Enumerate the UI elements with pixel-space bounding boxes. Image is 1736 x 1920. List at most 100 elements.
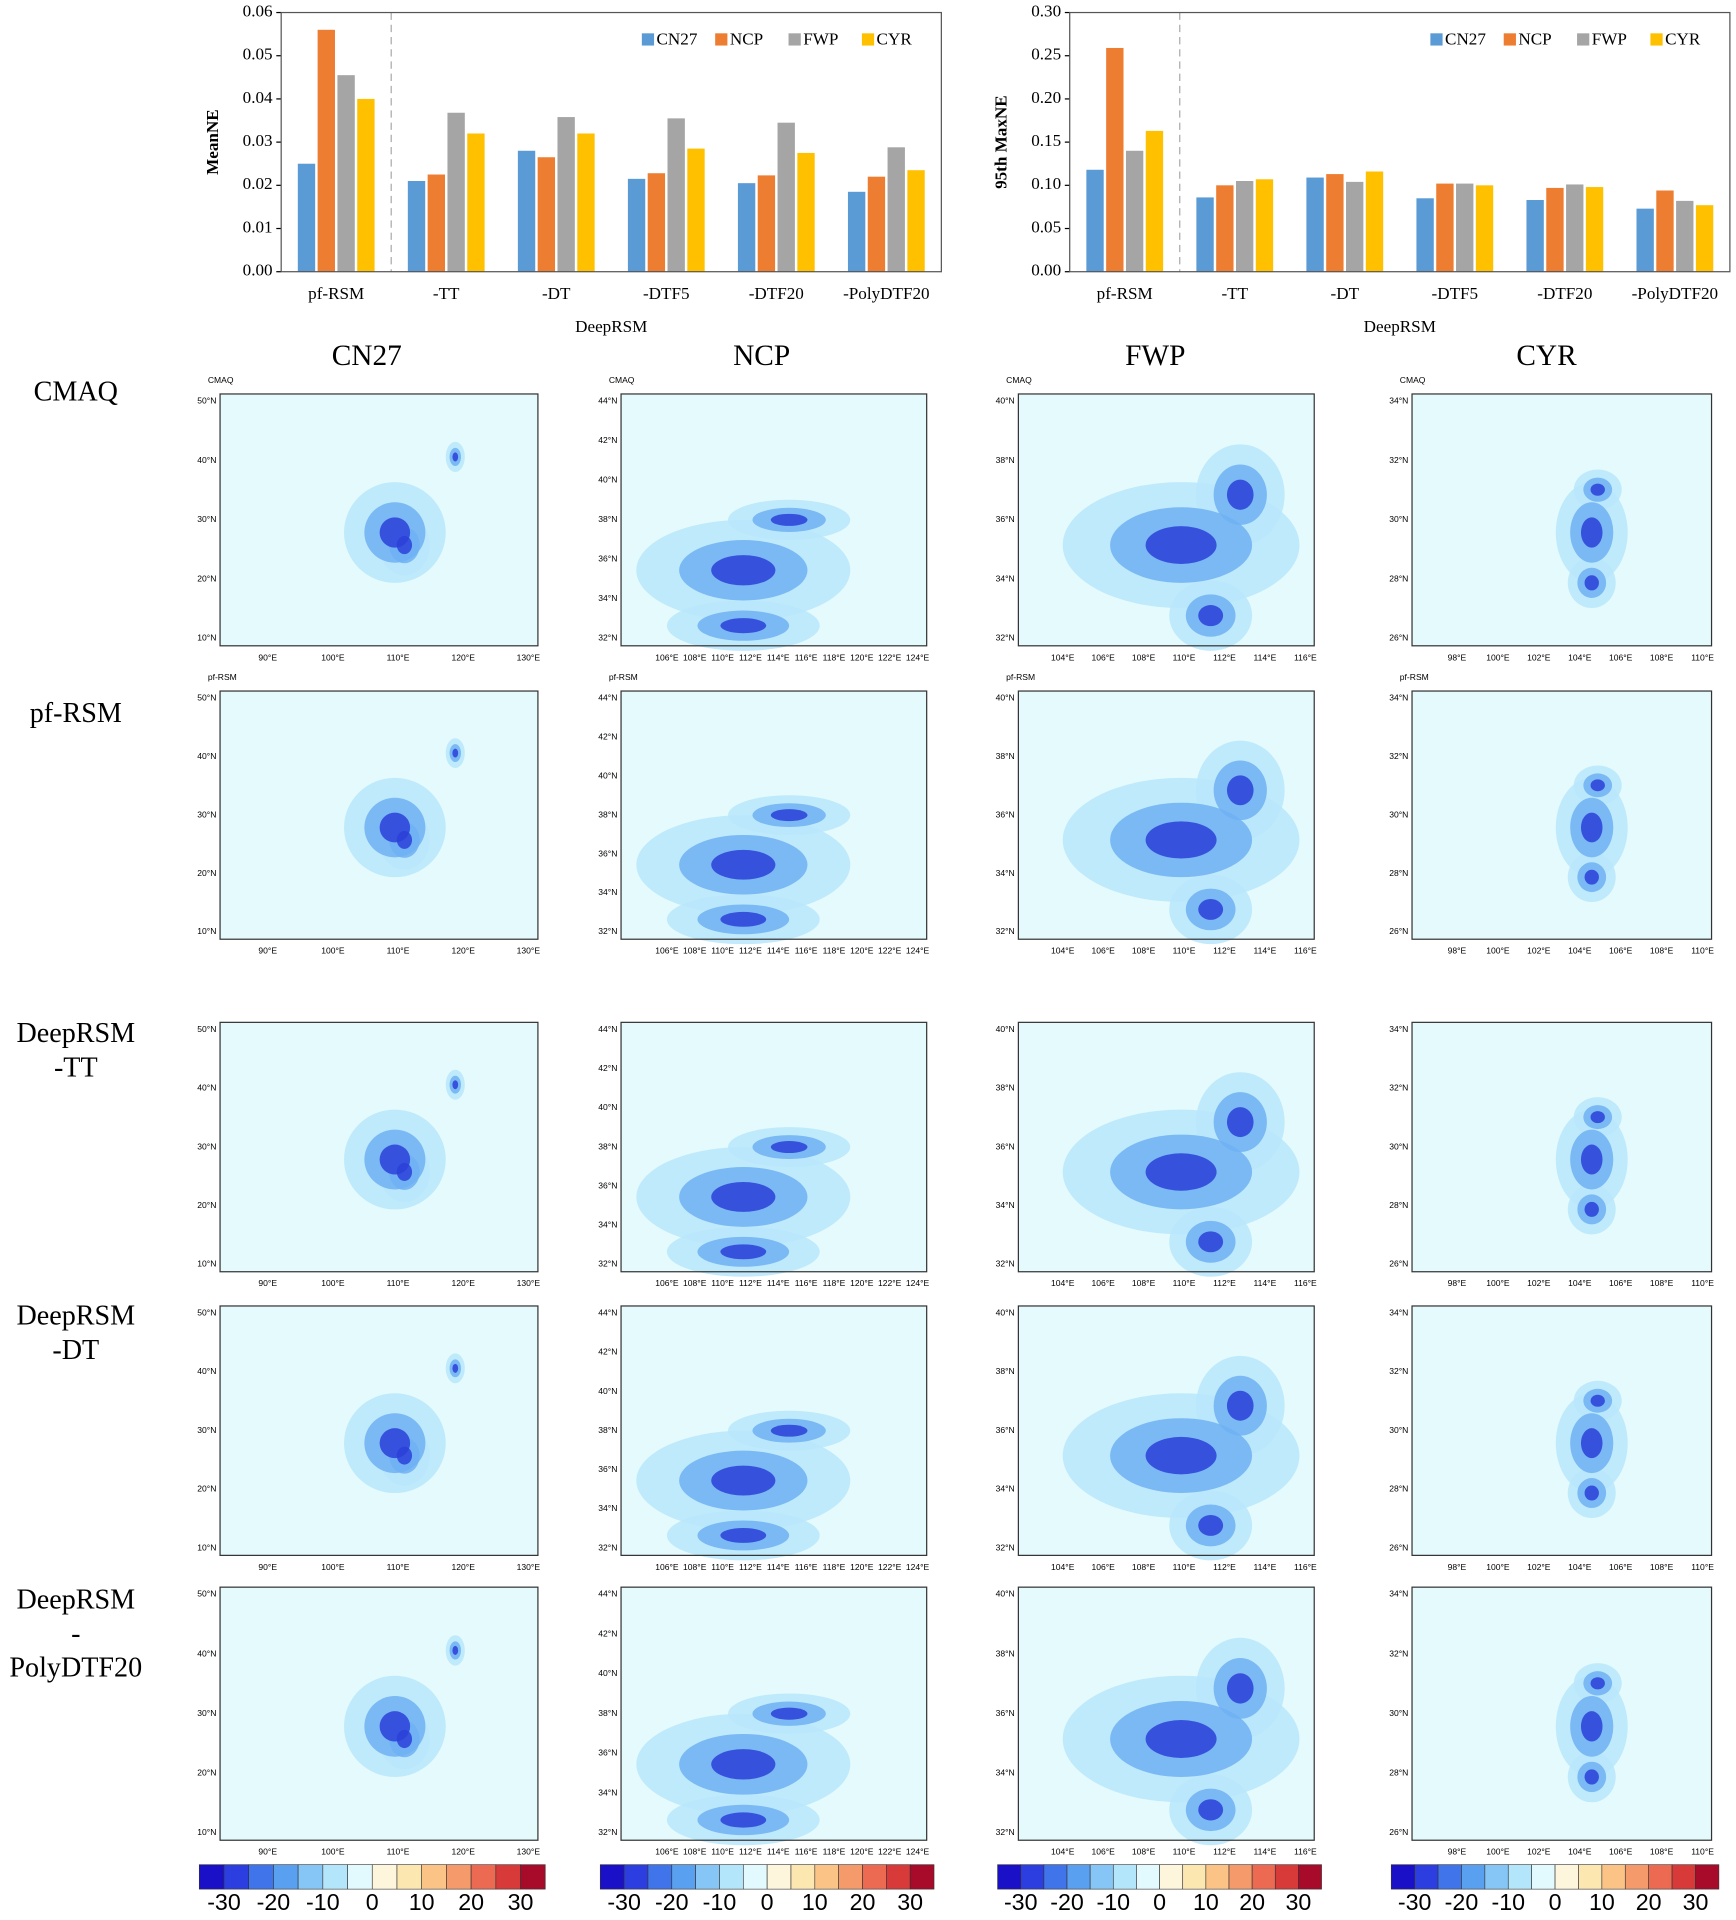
lon-label: 120°E xyxy=(850,1278,874,1288)
lat-label: 36°N xyxy=(996,809,1015,819)
lon-label: 102°E xyxy=(1527,1278,1551,1288)
colorbar-box xyxy=(248,1864,274,1890)
x-tick-label: -DTF5 xyxy=(643,284,690,303)
map-frame xyxy=(1411,690,1713,940)
colorbar-label: 30 xyxy=(508,1889,534,1915)
lat-label: 32°N xyxy=(1389,1648,1408,1658)
lat-label: 40°N xyxy=(598,1668,617,1678)
colorbar-label: -10 xyxy=(703,1889,737,1915)
lat-label: 30°N xyxy=(197,1425,216,1435)
lat-label: 50°N xyxy=(197,1589,216,1599)
lon-label: 108°E xyxy=(683,1562,707,1572)
lat-label: 40°N xyxy=(197,751,216,761)
lon-label: 112°E xyxy=(1213,652,1236,662)
colorbar-label: 0 xyxy=(1153,1889,1166,1915)
lat-label: 32°N xyxy=(1389,1366,1408,1376)
colorbar-label: 10 xyxy=(802,1889,828,1915)
lon-label: 104°E xyxy=(1568,1278,1592,1288)
map-shading xyxy=(1145,526,1217,564)
colorbar-box xyxy=(1043,1864,1068,1890)
bar xyxy=(647,173,666,272)
lon-label: 110°E xyxy=(1691,652,1714,662)
lat-label: 34°N xyxy=(598,1503,617,1513)
lat-label: 34°N xyxy=(1389,693,1408,703)
lat-label: 38°N xyxy=(598,1425,617,1435)
lon-label: 118°E xyxy=(823,1847,846,1857)
row-label: PolyDTF20 xyxy=(9,1653,142,1684)
y-tick-label: 0.05 xyxy=(243,45,273,64)
map-frame xyxy=(1017,393,1315,647)
lat-label: 40°N xyxy=(996,1589,1015,1599)
lat-label: 44°N xyxy=(598,693,617,703)
bar xyxy=(1676,200,1694,272)
lat-label: 40°N xyxy=(197,1648,216,1658)
legend-swatch xyxy=(1430,33,1443,46)
lon-label: 130°E xyxy=(517,1847,541,1857)
colorbar-box xyxy=(766,1864,792,1890)
lat-label: 36°N xyxy=(996,1141,1015,1151)
bar xyxy=(1526,200,1544,272)
x-axis-label: DeepRSM xyxy=(1364,317,1436,336)
lon-label: 102°E xyxy=(1527,1847,1551,1857)
lon-label: 100°E xyxy=(321,1278,345,1288)
lon-label: 116°E xyxy=(795,1562,818,1572)
lon-label: 100°E xyxy=(321,1847,345,1857)
lon-label: 106°E xyxy=(1609,652,1633,662)
lat-label: 50°N xyxy=(197,693,216,703)
lat-label: 20°N xyxy=(197,573,216,583)
y-tick-label: 0.25 xyxy=(1031,45,1061,64)
map-panel: 10°N 20°N 30°N 40°N 50°N 90°E 100°E 110°E 120°E 1… xyxy=(197,1305,540,1572)
lat-label: 42°N xyxy=(598,1628,617,1638)
lon-label: 110°E xyxy=(1691,946,1714,956)
x-tick-label: -DT xyxy=(1331,284,1360,303)
lon-label: 108°E xyxy=(1650,1562,1674,1572)
lat-label: 32°N xyxy=(598,633,617,643)
map-panel: 32°N 34°N 36°N 38°N 40°N 104°E 106°E 108°E 110°E… xyxy=(996,1021,1317,1288)
bar xyxy=(1475,185,1494,272)
bar xyxy=(627,178,646,272)
lon-label: 108°E xyxy=(683,652,707,662)
map-shading xyxy=(396,1729,413,1749)
map-panel: 32°N 34°N 36°N 38°N 40°N 42°N 44°N 106°E 108°E 11… xyxy=(598,690,929,956)
bar xyxy=(1695,205,1714,272)
lon-label: 98°E xyxy=(1448,1562,1467,1572)
map-shading xyxy=(711,1181,776,1212)
lon-label: 108°E xyxy=(683,1278,707,1288)
bar xyxy=(847,191,866,272)
colorbar-box xyxy=(198,1864,225,1890)
lat-label: 50°N xyxy=(197,1024,216,1034)
colorbar-box xyxy=(446,1864,472,1890)
legend-label: CN27 xyxy=(1445,30,1486,49)
lat-label: 28°N xyxy=(1389,868,1408,878)
lat-label: 38°N xyxy=(996,1366,1015,1376)
colorbar-box xyxy=(1414,1864,1439,1890)
legend-swatch xyxy=(788,33,801,46)
panel-label: CMAQ xyxy=(208,375,234,385)
map-frame xyxy=(1017,690,1315,940)
lon-label: 120°E xyxy=(452,652,476,662)
lon-label: 100°E xyxy=(1486,652,1510,662)
colorbar-box xyxy=(997,1864,1022,1890)
panel-label: pf-RSM xyxy=(1006,672,1035,682)
lat-label: 34°N xyxy=(598,593,617,603)
lat-label: 32°N xyxy=(1389,455,1408,465)
lon-label: 100°E xyxy=(321,652,345,662)
column-title: FWP xyxy=(1125,340,1185,372)
lon-label: 130°E xyxy=(517,1278,541,1288)
lon-label: 118°E xyxy=(823,1278,846,1288)
map-panel: 10°N 20°N 30°N 40°N 50°N 90°E 100°E 110°E 120°E 1… xyxy=(197,690,540,956)
lat-label: 36°N xyxy=(996,514,1015,524)
colorbar-box xyxy=(297,1864,324,1890)
lon-label: 104°E xyxy=(1568,1847,1592,1857)
map-shading xyxy=(452,1080,459,1090)
bar xyxy=(1566,184,1584,272)
colorbar-box xyxy=(719,1864,744,1890)
lat-label: 34°N xyxy=(996,1484,1015,1494)
lon-label: 104°E xyxy=(1051,652,1075,662)
bar xyxy=(447,112,465,272)
colorbar-label: 0 xyxy=(1549,1889,1562,1915)
map-shading xyxy=(770,513,808,526)
bar xyxy=(427,174,446,272)
lon-label: 110°E xyxy=(711,652,734,662)
y-axis-label: 95th MaxNE xyxy=(991,95,1010,189)
